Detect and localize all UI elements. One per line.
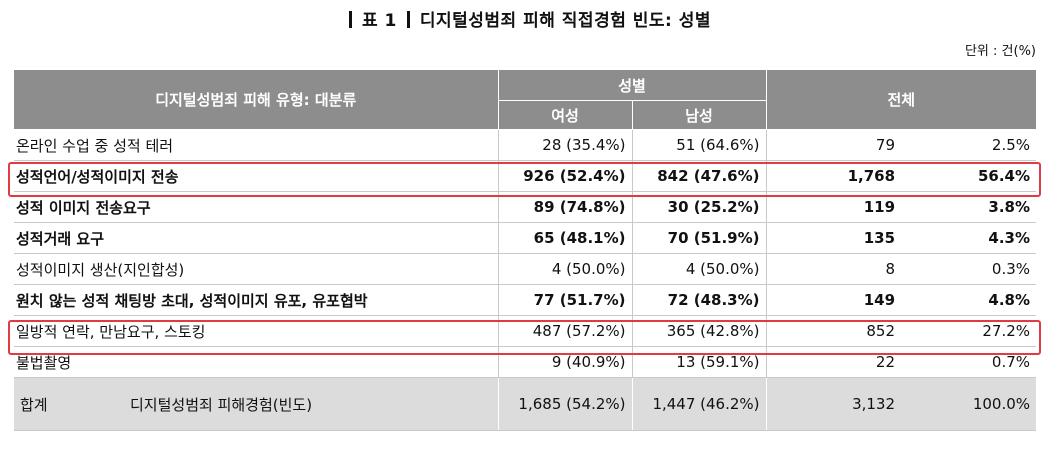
- sum-row: 합계 디지털성범죄 피해경험(빈도) 1,685 (54.2%) 1,447 (4…: [14, 377, 1037, 431]
- row-total: 149: [765, 284, 902, 316]
- sum-pct: 100.0%: [901, 377, 1037, 431]
- unit-label: 단위 : 건(%): [964, 44, 1036, 59]
- sum-label: 합계: [20, 395, 48, 414]
- row-pct: 4.8%: [901, 284, 1037, 316]
- header-type: 디지털성범죄 피해 유형: 대분류: [14, 70, 498, 130]
- table-row: 원치 않는 성적 채팅방 초대, 성적이미지 유포, 유포협박 77 (51.7…: [14, 284, 1037, 316]
- row-total: 1,768: [765, 160, 902, 192]
- row-label: 성적언어/성적이미지 전송: [14, 160, 498, 192]
- row-female: 4 (50.0%): [497, 253, 632, 285]
- row-female: 9 (40.9%): [497, 346, 632, 378]
- table-row: 성적거래 요구 65 (48.1%) 70 (51.9%) 135 4.3%: [14, 222, 1037, 254]
- row-pct: 0.3%: [901, 253, 1037, 285]
- table-row: 온라인 수업 중 성적 테러 28 (35.4%) 51 (64.6%) 79 …: [14, 129, 1037, 161]
- sum-total: 3,132: [765, 377, 902, 431]
- sum-female: 1,685 (54.2%): [497, 377, 632, 431]
- sum-male: 1,447 (46.2%): [631, 377, 767, 431]
- row-total: 22: [765, 346, 902, 378]
- row-label: 성적이미지 생산(지인합성): [14, 253, 498, 285]
- table-row: 성적이미지 생산(지인합성) 4 (50.0%) 4 (50.0%) 8 0.3…: [14, 253, 1037, 285]
- header-gender: 성별: [497, 70, 767, 101]
- row-label: 원치 않는 성적 채팅방 초대, 성적이미지 유포, 유포협박: [14, 284, 498, 316]
- row-label: 성적거래 요구: [14, 222, 498, 254]
- row-pct: 2.5%: [901, 129, 1037, 161]
- table-row: 성적언어/성적이미지 전송 926 (52.4%) 842 (47.6%) 1,…: [14, 160, 1037, 192]
- row-female: 926 (52.4%): [497, 160, 632, 192]
- highlight-box-sexual-content: [8, 162, 1041, 197]
- row-total: 135: [765, 222, 902, 254]
- header-male: 남성: [631, 100, 767, 130]
- row-pct: 4.3%: [901, 222, 1037, 254]
- table-title-text: 디지털성범죄 피해 직접경험 빈도: 성별: [419, 11, 712, 31]
- row-female: 77 (51.7%): [497, 284, 632, 316]
- table-title: 표 1 디지털성범죄 피해 직접경험 빈도: 성별: [0, 6, 1050, 31]
- header-female: 여성: [497, 100, 632, 130]
- row-label: 불법촬영: [14, 346, 498, 378]
- row-female: 28 (35.4%): [497, 129, 632, 161]
- frequency-table: 디지털성범죄 피해 유형: 대분류 성별 전체 여성 남성 온라인 수업 중 성…: [14, 70, 1037, 431]
- row-total: 79: [765, 129, 902, 161]
- table-label: 표 1: [361, 11, 397, 31]
- row-male: 13 (59.1%): [631, 346, 767, 378]
- sum-label-cell: 합계 디지털성범죄 피해경험(빈도): [14, 377, 498, 431]
- header-total: 전체: [765, 70, 1037, 130]
- table-row: 불법촬영 9 (40.9%) 13 (59.1%) 22 0.7%: [14, 346, 1037, 378]
- title-bar-right: [406, 11, 410, 28]
- highlight-box-stalking: [8, 320, 1041, 355]
- row-male: 51 (64.6%): [631, 129, 767, 161]
- title-bar-left: [348, 11, 352, 28]
- row-pct: 0.7%: [901, 346, 1037, 378]
- row-male: 4 (50.0%): [631, 253, 767, 285]
- row-female: 65 (48.1%): [497, 222, 632, 254]
- row-male: 70 (51.9%): [631, 222, 767, 254]
- row-male: 842 (47.6%): [631, 160, 767, 192]
- row-male: 72 (48.3%): [631, 284, 767, 316]
- row-pct: 56.4%: [901, 160, 1037, 192]
- row-total: 8: [765, 253, 902, 285]
- sum-sublabel: 디지털성범죄 피해경험(빈도): [130, 395, 313, 414]
- row-label: 온라인 수업 중 성적 테러: [14, 129, 498, 161]
